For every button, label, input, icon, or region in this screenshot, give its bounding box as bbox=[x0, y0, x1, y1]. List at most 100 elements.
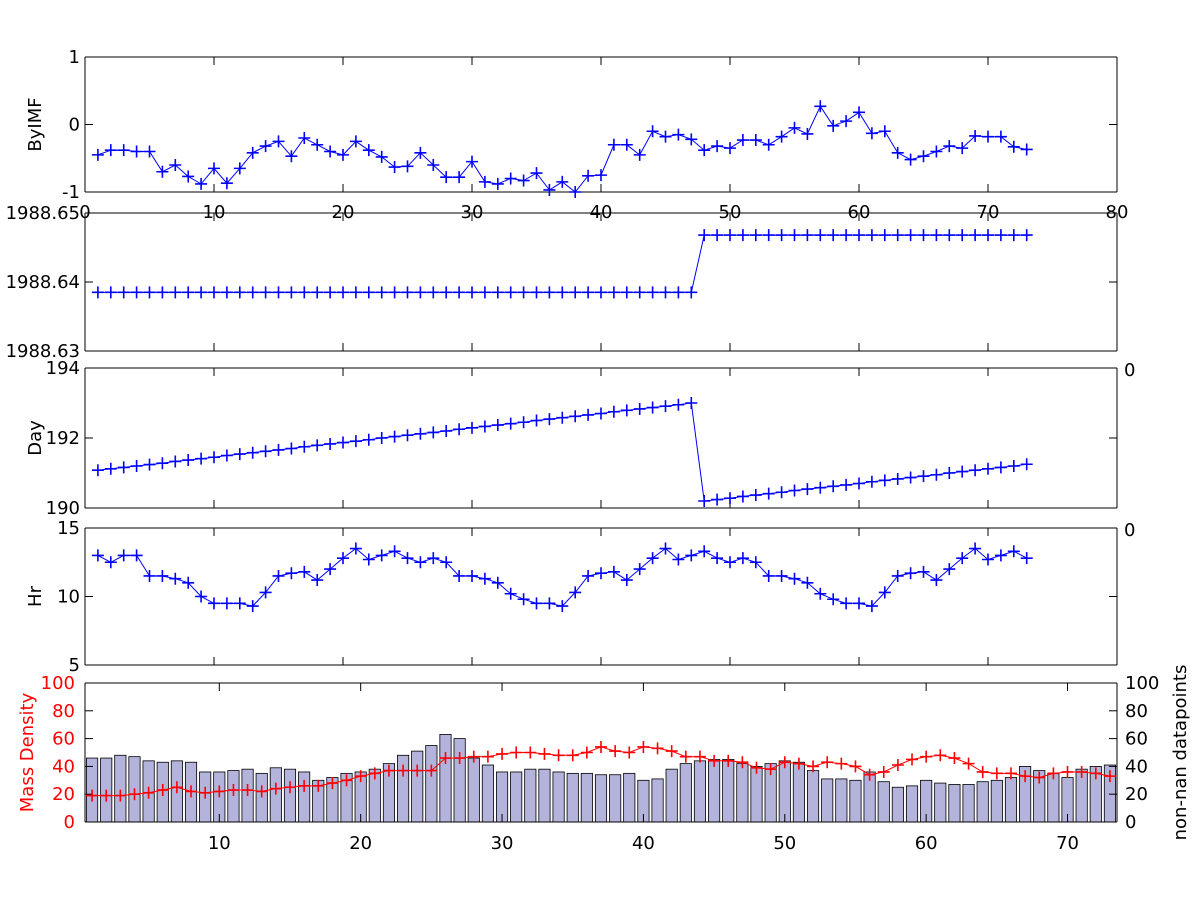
series-point bbox=[646, 552, 659, 565]
series-point bbox=[969, 229, 982, 242]
series-point bbox=[801, 483, 814, 496]
series-point bbox=[143, 569, 156, 582]
y-tick-label: 5 bbox=[69, 655, 80, 676]
x-tick-label: 40 bbox=[632, 833, 655, 854]
series-point bbox=[1007, 545, 1020, 558]
series-point bbox=[530, 167, 543, 180]
series-point bbox=[685, 397, 698, 409]
series-point bbox=[943, 563, 956, 576]
series-point bbox=[504, 587, 517, 600]
series-point bbox=[607, 138, 620, 151]
mass-density-point bbox=[1061, 765, 1074, 778]
series-point bbox=[620, 574, 633, 587]
mass-density-point bbox=[368, 767, 381, 780]
series-point bbox=[672, 286, 685, 299]
series-point bbox=[659, 130, 672, 143]
y-tick-label-left: 0 bbox=[64, 812, 75, 833]
datapoints-bar bbox=[298, 771, 311, 823]
series-point bbox=[943, 140, 956, 153]
datapoints-bar bbox=[849, 779, 862, 823]
series-point bbox=[91, 464, 104, 477]
series-point bbox=[285, 286, 298, 299]
series-point bbox=[401, 552, 414, 565]
series-point bbox=[195, 286, 208, 299]
datapoints-bar bbox=[708, 759, 721, 823]
series-point bbox=[749, 229, 762, 242]
series-point bbox=[814, 587, 827, 600]
series-point bbox=[208, 451, 220, 464]
y-tick-label: 0 bbox=[69, 115, 80, 136]
series-point bbox=[362, 286, 375, 299]
mass-density-point bbox=[891, 759, 904, 772]
series-point bbox=[556, 411, 569, 424]
series-point bbox=[388, 545, 401, 558]
mass-density-point bbox=[920, 750, 933, 763]
panel-year: 1988.63 1988.64 1988.65 bbox=[6, 203, 1118, 362]
series-point bbox=[891, 569, 904, 582]
y-tick-label: 190 bbox=[46, 498, 80, 519]
datapoints-bar bbox=[736, 763, 749, 823]
series-point bbox=[156, 165, 169, 178]
series-point bbox=[453, 171, 466, 184]
series-point bbox=[530, 414, 543, 427]
mass-density-point bbox=[453, 752, 466, 765]
series-point bbox=[259, 445, 272, 458]
datapoints-bar bbox=[990, 779, 1003, 823]
series-point bbox=[246, 146, 259, 159]
mass-density-point bbox=[1103, 770, 1116, 783]
series-point bbox=[440, 286, 453, 299]
series-point bbox=[840, 478, 853, 491]
series-point bbox=[375, 549, 388, 562]
series-point bbox=[646, 286, 659, 299]
datapoints-bar bbox=[609, 774, 622, 823]
series-point bbox=[633, 402, 646, 415]
series-point bbox=[246, 286, 259, 299]
series-point bbox=[143, 458, 156, 471]
series-point bbox=[917, 229, 930, 242]
series-point bbox=[659, 400, 672, 413]
mass-density-point bbox=[764, 763, 777, 776]
datapoints-bar bbox=[467, 757, 480, 823]
series-point bbox=[259, 286, 272, 299]
series-point bbox=[762, 487, 775, 500]
mass-density-point bbox=[566, 749, 579, 762]
series-point bbox=[466, 155, 478, 168]
series-point bbox=[582, 569, 595, 582]
datapoints-bar bbox=[552, 771, 565, 823]
series-point bbox=[440, 556, 453, 569]
series-point bbox=[969, 129, 982, 142]
panel-byimf: -10101020304050607080ByIMF bbox=[25, 47, 1128, 223]
datapoints-bar bbox=[750, 766, 763, 823]
series-point bbox=[582, 408, 595, 421]
series-point bbox=[788, 229, 801, 242]
y-axis-label: Day bbox=[25, 420, 46, 456]
series-point bbox=[169, 286, 182, 299]
series-point bbox=[182, 286, 195, 299]
series-point bbox=[491, 576, 504, 589]
series-point bbox=[904, 229, 917, 242]
series-point bbox=[478, 420, 491, 433]
mass-density-point bbox=[1033, 771, 1046, 784]
series-point bbox=[724, 492, 736, 505]
mass-density-point bbox=[736, 756, 749, 769]
series-point bbox=[272, 443, 285, 456]
series-point bbox=[156, 286, 169, 299]
datapoints-bar bbox=[481, 764, 494, 823]
series-point bbox=[930, 468, 943, 481]
series-point bbox=[827, 480, 840, 493]
y-tick-label: 192 bbox=[46, 428, 80, 449]
series-point bbox=[982, 553, 994, 566]
series-point bbox=[478, 175, 491, 188]
y-tick-label-right: 40 bbox=[1125, 756, 1148, 777]
series-point bbox=[1020, 143, 1033, 156]
series-point bbox=[724, 229, 736, 242]
series-point bbox=[349, 286, 362, 299]
series-point bbox=[840, 229, 853, 242]
series-point bbox=[427, 159, 440, 171]
x-tick-label: 60 bbox=[915, 833, 938, 854]
datapoints-bar bbox=[114, 754, 127, 823]
series-point bbox=[349, 435, 362, 448]
series-point bbox=[311, 574, 324, 587]
series-point bbox=[775, 229, 788, 242]
series-point bbox=[569, 186, 582, 198]
